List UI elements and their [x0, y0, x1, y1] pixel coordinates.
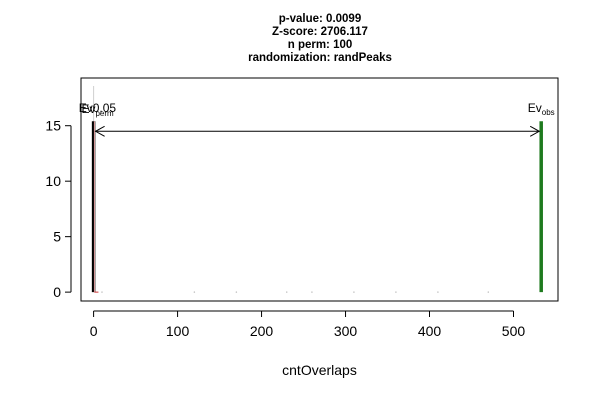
ev-perm-label: Evperm: [81, 102, 114, 118]
x-tick-label: 500: [502, 323, 526, 339]
title-line: n perm: 100: [288, 39, 353, 51]
title-line: randomization: randPeaks: [248, 52, 392, 64]
ev-threshold-label: Ev0.05: [79, 101, 117, 115]
title-line: p-value: 0.0099: [279, 13, 361, 25]
x-tick-label: 0: [90, 323, 98, 339]
arrow-head-left: [94, 125, 105, 137]
baseline-dot: [286, 291, 288, 293]
x-tick-label: 400: [418, 323, 442, 339]
x-tick-label: 100: [166, 323, 190, 339]
baseline-dot: [353, 291, 355, 293]
plot-frame: [80, 77, 559, 302]
ev-perm-label-main: Ev: [81, 102, 95, 116]
y-tick-label: 0: [53, 284, 61, 300]
ev-obs-label-sub: obs: [542, 108, 555, 117]
title-line: Z-score: 2706.117: [272, 26, 368, 38]
x-tick-label: 300: [334, 323, 358, 339]
ev-threshold-label-main: Ev: [79, 101, 93, 115]
x-axis: 0 100 200 300 400 500: [90, 310, 526, 339]
baseline-dot: [101, 291, 103, 293]
baseline-dot: [437, 291, 439, 293]
y-tick-label: 15: [45, 118, 61, 134]
ev-obs-label: Evobs: [528, 101, 555, 117]
baseline-dot: [311, 291, 313, 293]
y-axis: 0 5 10 15: [45, 118, 72, 300]
baseline-dot: [193, 291, 196, 293]
arrow-head-right: [529, 125, 541, 137]
x-axis-label: cntOverlaps: [282, 362, 357, 378]
y-tick-label: 5: [53, 229, 61, 245]
ev-threshold-label-sub: 0.05: [93, 101, 117, 115]
baseline-dot: [487, 291, 489, 293]
x-tick-label: 200: [250, 323, 274, 339]
y-tick-label: 10: [45, 173, 61, 189]
ev-perm-label-sub: perm: [95, 109, 114, 118]
ev-obs-label-main: Ev: [528, 101, 542, 115]
baseline-dot: [395, 291, 397, 293]
baseline-dot: [235, 291, 238, 293]
